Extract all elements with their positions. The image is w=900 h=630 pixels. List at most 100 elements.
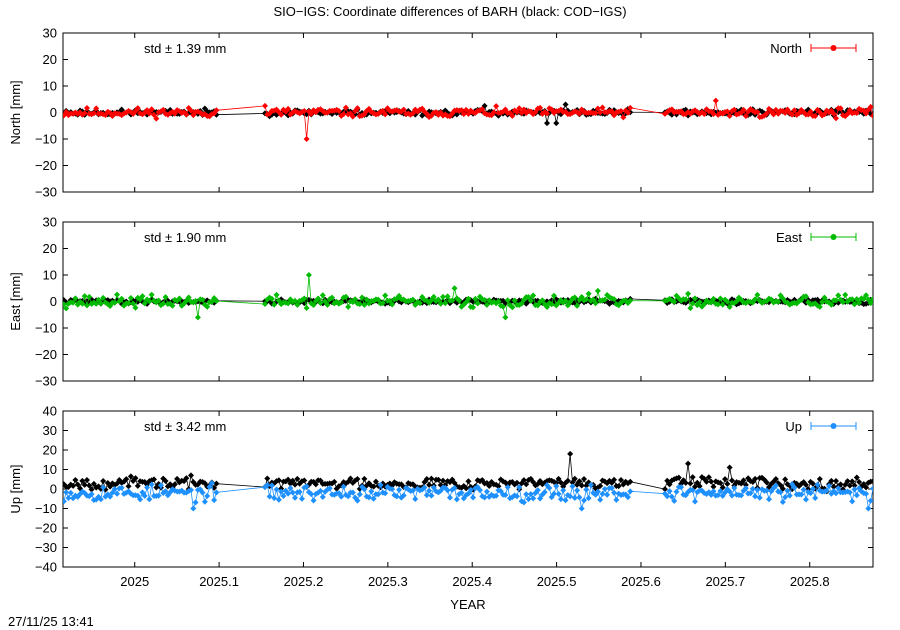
data-point bbox=[199, 296, 206, 303]
data-point bbox=[465, 295, 472, 302]
data-point bbox=[627, 478, 634, 485]
data-point bbox=[423, 475, 430, 482]
data-point bbox=[620, 114, 627, 121]
data-point bbox=[553, 483, 560, 490]
data-point bbox=[870, 296, 873, 303]
data-point bbox=[176, 295, 183, 302]
data-point bbox=[708, 478, 715, 485]
data-point bbox=[476, 487, 483, 494]
data-point bbox=[569, 479, 576, 486]
data-point bbox=[127, 294, 134, 301]
data-point bbox=[833, 477, 840, 484]
data-point bbox=[213, 298, 220, 305]
data-point bbox=[731, 485, 738, 492]
data-point bbox=[134, 105, 141, 112]
data-point bbox=[93, 300, 100, 307]
data-point bbox=[833, 490, 840, 497]
data-point bbox=[574, 302, 581, 309]
data-point bbox=[160, 106, 167, 113]
data-point bbox=[583, 296, 590, 303]
data-point bbox=[839, 299, 846, 306]
data-point bbox=[118, 484, 125, 491]
data-point bbox=[146, 298, 153, 305]
data-point bbox=[504, 484, 511, 491]
data-point bbox=[504, 297, 511, 304]
data-point bbox=[537, 104, 544, 111]
data-point bbox=[691, 295, 698, 302]
data-point bbox=[308, 491, 315, 498]
panel-north: −30 −20 −10 0 10 20 30 North [mm] std ± 1.39 mm N… bbox=[8, 26, 874, 200]
data-point bbox=[453, 111, 460, 118]
data-point bbox=[717, 488, 724, 495]
data-point bbox=[752, 493, 759, 500]
data-point bbox=[557, 479, 564, 486]
data-point bbox=[544, 110, 551, 117]
data-point bbox=[467, 486, 474, 493]
y-tick-label: 0 bbox=[50, 294, 57, 309]
data-point bbox=[530, 495, 537, 502]
data-point bbox=[618, 476, 625, 483]
data-point bbox=[594, 287, 601, 294]
data-point bbox=[389, 301, 396, 308]
data-point bbox=[148, 291, 155, 298]
data-point bbox=[627, 104, 634, 111]
data-point bbox=[83, 105, 90, 112]
data-point bbox=[495, 298, 502, 305]
data-point bbox=[703, 478, 710, 485]
data-point bbox=[696, 483, 703, 490]
y-tick-label: −10 bbox=[35, 132, 57, 147]
data-point bbox=[437, 300, 444, 307]
data-point bbox=[597, 496, 604, 503]
data-point bbox=[749, 485, 756, 492]
data-point bbox=[671, 298, 678, 305]
data-point bbox=[361, 301, 368, 308]
data-point bbox=[264, 482, 271, 489]
data-point bbox=[525, 496, 532, 503]
legend-label: East bbox=[776, 230, 802, 245]
data-point bbox=[74, 481, 81, 488]
data-point bbox=[97, 496, 104, 503]
data-point bbox=[516, 105, 523, 112]
data-point bbox=[377, 481, 384, 488]
data-point bbox=[303, 136, 310, 142]
data-point bbox=[340, 483, 347, 490]
data-point bbox=[710, 483, 717, 490]
data-point bbox=[213, 489, 220, 496]
data-point bbox=[509, 304, 516, 311]
data-point bbox=[611, 489, 618, 496]
data-point bbox=[756, 494, 763, 501]
data-point bbox=[261, 301, 268, 308]
data-point bbox=[742, 481, 749, 488]
series-north bbox=[63, 97, 873, 142]
data-point bbox=[828, 301, 835, 308]
data-point bbox=[544, 304, 551, 311]
data-point bbox=[458, 107, 465, 114]
data-point bbox=[100, 294, 107, 301]
data-point bbox=[775, 298, 782, 305]
data-point bbox=[382, 292, 389, 299]
data-point bbox=[63, 498, 67, 505]
data-point bbox=[264, 475, 271, 482]
data-point bbox=[527, 491, 534, 498]
data-point bbox=[114, 490, 121, 497]
data-point bbox=[70, 482, 77, 489]
data-point bbox=[507, 109, 514, 116]
data-point bbox=[86, 293, 93, 300]
panels: −30 −20 −10 0 10 20 30 North [mm] std ± 1.39 mm N… bbox=[8, 26, 874, 612]
data-point bbox=[523, 491, 530, 498]
data-point bbox=[553, 479, 560, 486]
data-point bbox=[285, 105, 292, 112]
y-tick-label: −10 bbox=[35, 321, 57, 336]
data-point bbox=[292, 494, 299, 501]
data-point bbox=[278, 488, 285, 495]
data-point bbox=[409, 296, 416, 303]
data-point bbox=[298, 495, 305, 502]
data-point bbox=[430, 293, 437, 300]
data-point bbox=[863, 292, 870, 299]
data-point bbox=[190, 505, 197, 512]
data-point bbox=[192, 298, 199, 305]
data-point bbox=[849, 478, 856, 485]
data-point bbox=[292, 297, 299, 304]
data-point bbox=[349, 489, 356, 496]
data-point bbox=[685, 460, 692, 467]
